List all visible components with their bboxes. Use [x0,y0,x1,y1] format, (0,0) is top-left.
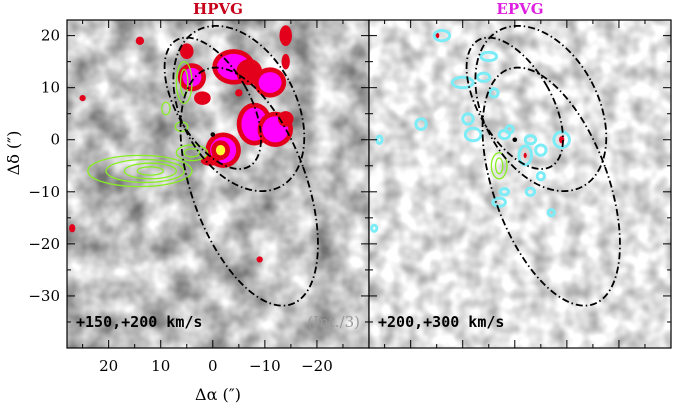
y-tick-labels: 20 10 0 −10 −20 −30 [28,27,60,305]
line-contour [87,154,193,188]
line-contour [161,101,171,116]
x-tick-label: 0 [208,357,218,375]
line-contour [123,162,177,180]
emission-blob-cyan [504,124,515,135]
line-contour [494,157,504,175]
emission-blob-cyan [488,87,500,99]
emission-blob-cyan [414,117,428,131]
emission-blob-red [79,94,86,102]
x-tick-label: 10 [151,357,170,375]
frame-right [368,19,672,349]
emission-blob-magenta [258,72,282,93]
y-tick-label: 0 [50,131,60,149]
emission-blob-yellow [215,144,226,156]
y-tick-label: −30 [28,287,60,305]
panel-title-epvg: EPVG [496,0,543,18]
x-tick-label: 20 [99,357,118,375]
emission-blob-cyan [475,71,492,83]
nucleus-marker [210,132,216,137]
x-axis-title: Δα (″) [195,385,241,404]
emission-blob-cyan [535,171,546,182]
velocity-label-left: +150,+200 km/s [76,313,202,331]
line-contour [136,166,164,176]
emission-blob-cyan [498,187,511,197]
emission-blob-cyan [524,186,537,197]
y-tick-label: −20 [28,235,60,253]
emission-blob-red [194,91,211,105]
emission-blob-red [200,155,220,166]
emission-blob-cyan [479,50,499,63]
intensity-note: (Int./3) [307,313,360,331]
x-tick-labels: 20 10 0 −10 −20 [99,357,333,375]
emission-blob-red [523,152,527,158]
panel-hpvg: HPVG +150,+200 km/s (Int./3) [66,0,370,349]
emission-blob-cyan [546,208,556,218]
x-tick-label: −20 [301,357,333,375]
line-contour [490,152,508,180]
emission-blob-cyan [497,128,512,141]
greyscale-map-right [369,20,671,348]
emission-blob-red [279,25,292,47]
emission-blob-red [135,36,145,45]
emission-blob-cyan [463,126,483,143]
emission-blob-cyan [534,143,548,157]
y-axis-title: Δδ (″) [4,131,23,176]
aperture-ellipse [474,24,608,193]
line-contour [105,158,185,184]
line-contour [175,144,209,162]
emission-blob-cyan [491,196,507,208]
aperture-ellipse [172,24,306,193]
emission-blob-red [69,224,76,233]
emission-blob-cyan [432,28,452,43]
emission-blob-cyan [523,134,538,146]
nucleus-marker [512,137,518,143]
aperture-ellipse [179,66,319,307]
emission-blob-cyan [370,223,379,233]
emission-blob-cyan [552,130,571,150]
emission-blob-red [256,256,263,263]
emission-blob-cyan [517,144,533,167]
panel-title-hpvg: HPVG [193,0,243,18]
greyscale-map-left [67,20,369,348]
y-tick-label: 20 [41,27,60,45]
aperture-ellipse [481,66,621,307]
line-contour [183,147,201,158]
emission-blob-red [179,43,194,60]
y-tick-label: −10 [28,183,60,201]
emission-blob-red [235,89,243,97]
emission-blob-red [281,53,290,70]
panel-epvg: EPVG +200,+300 km/s [368,0,672,349]
emission-blob-cyan [461,112,475,126]
velocity-label-right: +200,+300 km/s [378,313,504,331]
y-tick-label: 10 [41,79,60,97]
emission-blob-cyan [450,75,475,90]
x-tick-label: −10 [249,357,281,375]
